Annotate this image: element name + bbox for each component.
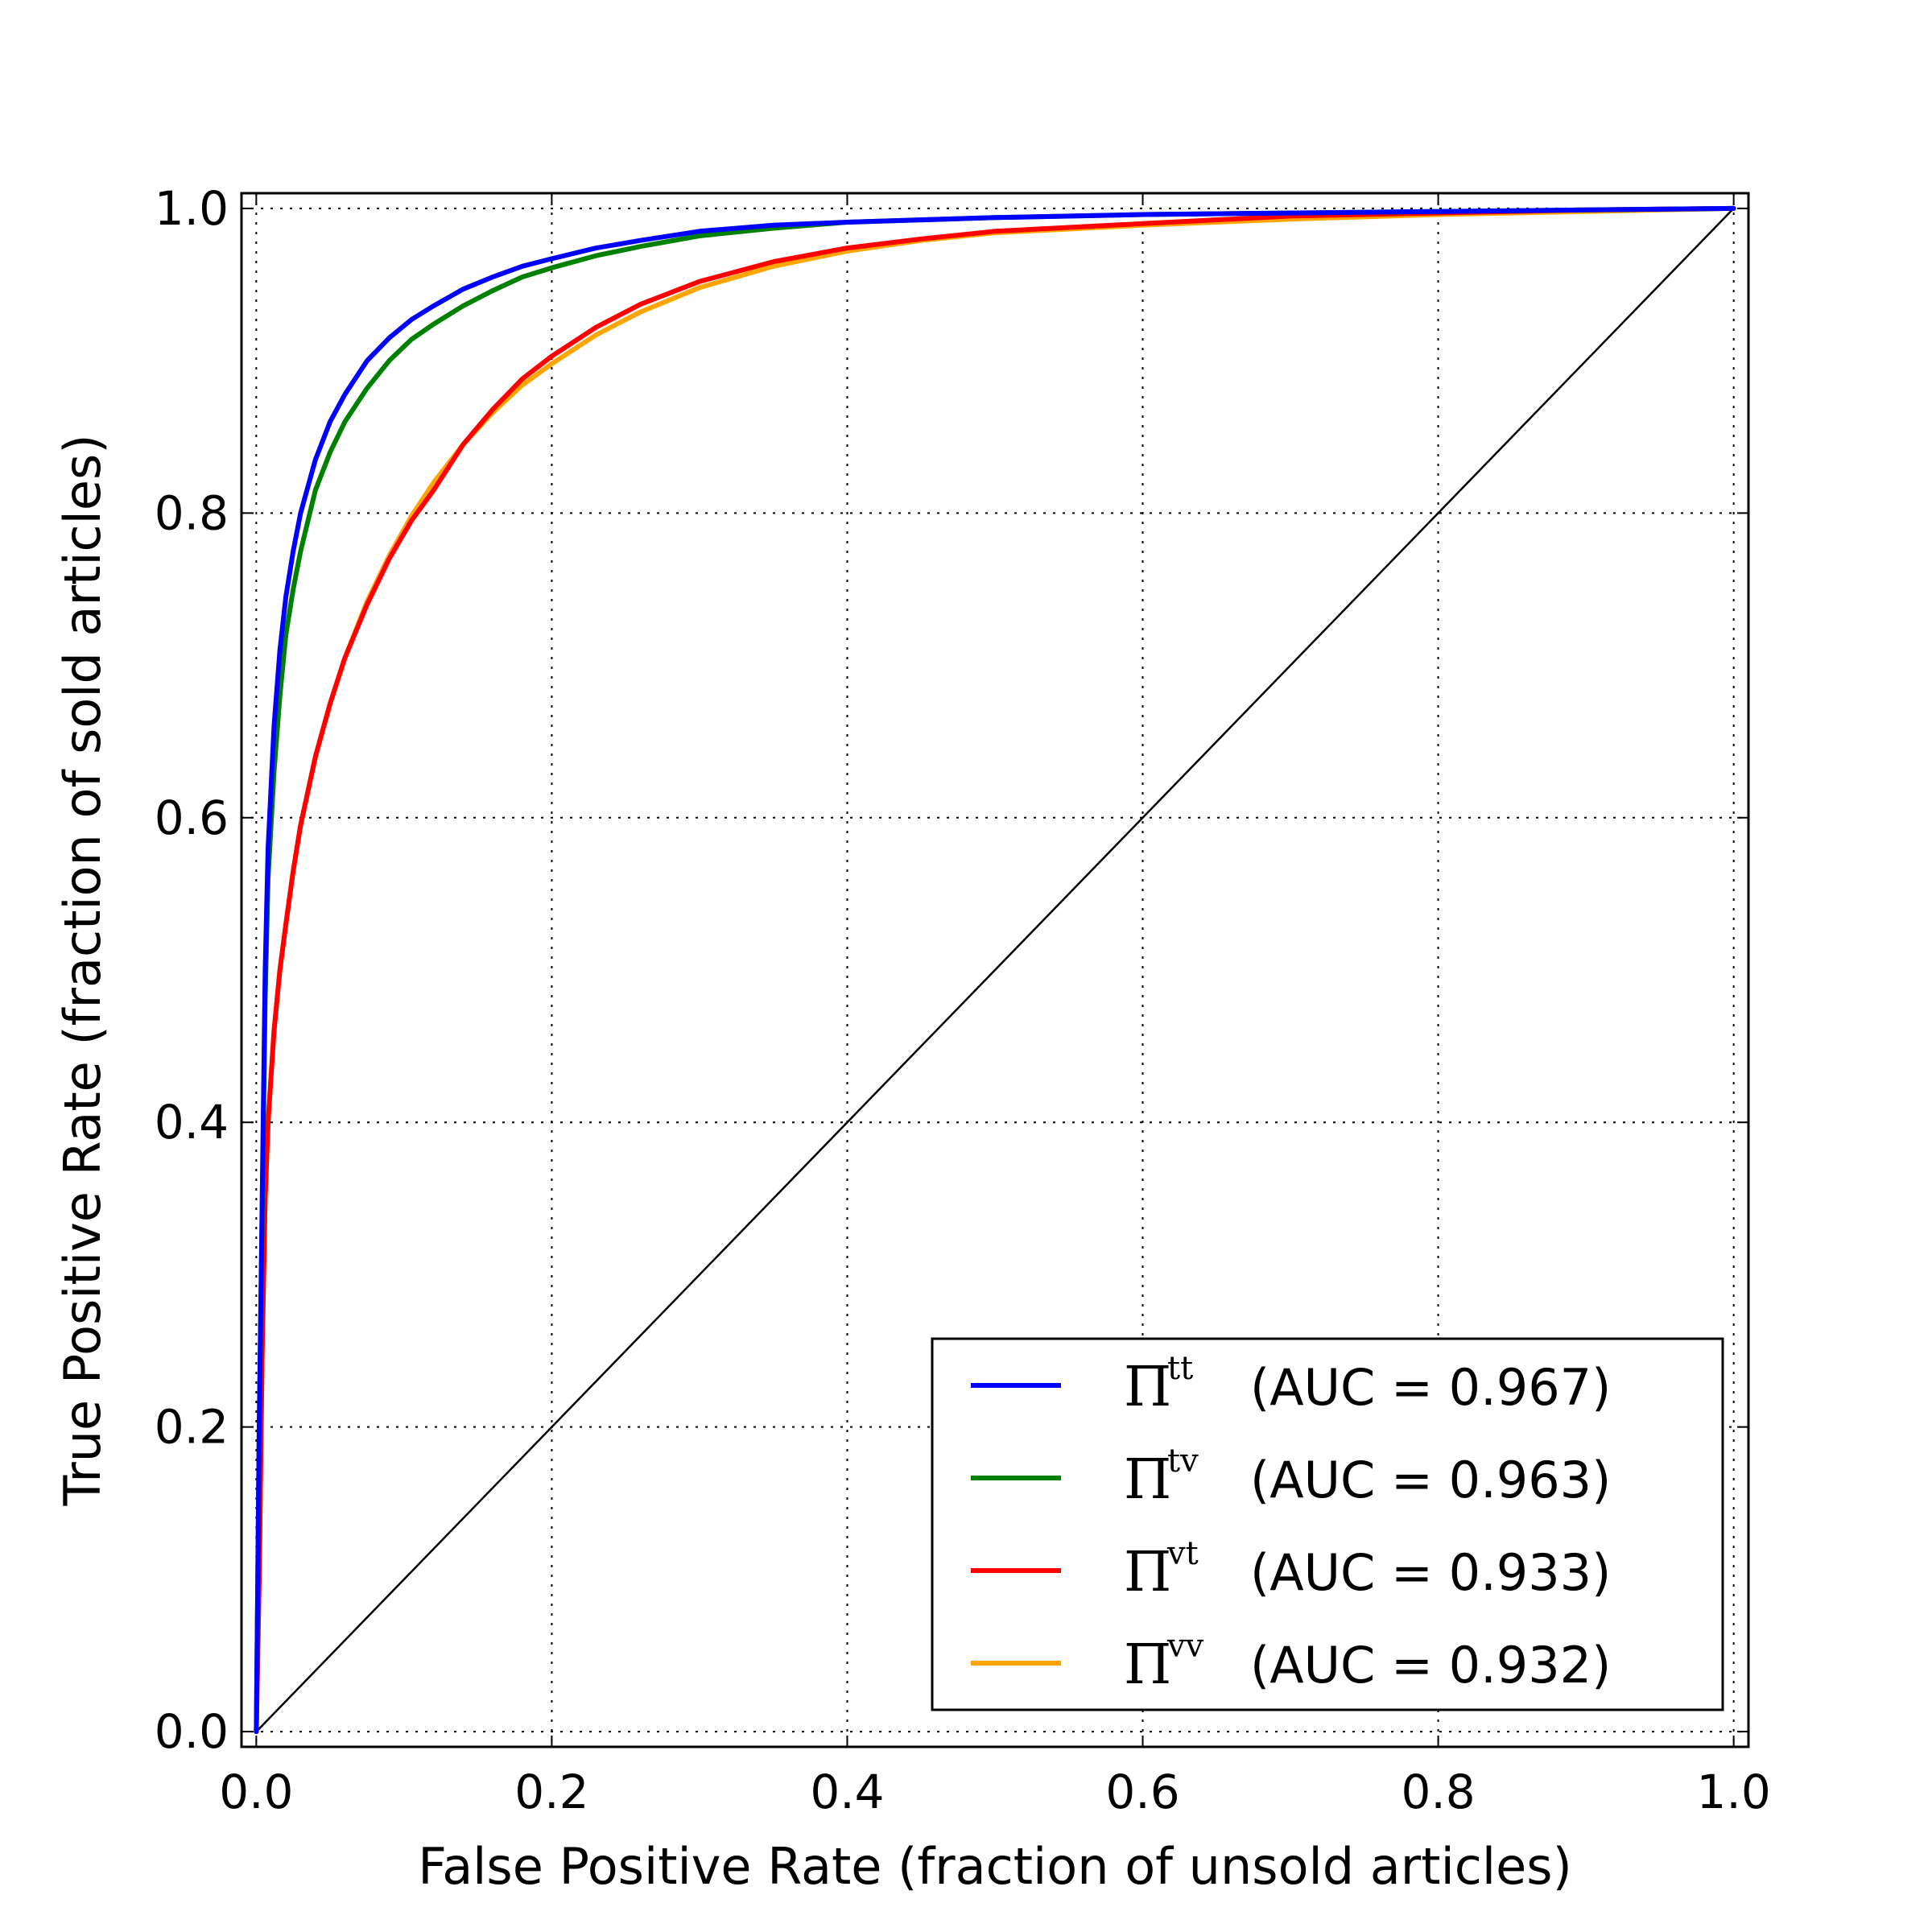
legend-label: (AUC = 0.933) [1250, 1543, 1611, 1602]
y-tick-label: 0.0 [155, 1704, 229, 1759]
y-tick-label: 1.0 [155, 181, 229, 236]
x-tick-label: 0.8 [1401, 1765, 1475, 1819]
plot-frame [240, 192, 1750, 1748]
legend-superscript: vv [1166, 1628, 1204, 1665]
x-tick-label: 0.0 [219, 1765, 293, 1819]
x-axis-label: False Positive Rate (fraction of unsold … [418, 1837, 1572, 1896]
axis-ticks: 0.0 0.2 0.4 0.6 0.8 1.0 0.0 0.2 0.4 0.6 0.8 1.0 [155, 181, 1771, 1819]
y-axis-label: True Positive Rate (fraction of sold art… [53, 434, 112, 1506]
legend-label: (AUC = 0.932) [1250, 1636, 1611, 1695]
legend: Πtt (AUC = 0.967) Πtv (AUC = 0.963) Πvt (AUC … [931, 1337, 1724, 1711]
y-tick-label: 0.4 [155, 1095, 229, 1150]
series-lines [254, 205, 1736, 1735]
legend-symbol: Π [1124, 1448, 1171, 1512]
y-tick-label: 0.6 [155, 791, 229, 845]
series-line-vt [254, 205, 1736, 1735]
legend-symbol: Π [1124, 1541, 1171, 1604]
x-tick-label: 0.6 [1105, 1765, 1179, 1819]
legend-label: (AUC = 0.967) [1250, 1358, 1611, 1417]
x-tick-label: 0.2 [514, 1765, 588, 1819]
chance-diagonal-line [255, 207, 1735, 1733]
series-line-tt [254, 205, 1736, 1735]
legend-symbol: Π [1124, 1356, 1171, 1419]
legend-superscript: tv [1167, 1443, 1199, 1480]
y-tick-label: 0.2 [155, 1400, 229, 1455]
x-tick-label: 1.0 [1697, 1765, 1771, 1819]
x-tick-label: 0.4 [810, 1765, 884, 1819]
legend-symbol: Π [1124, 1633, 1171, 1697]
y-tick-label: 0.8 [155, 485, 229, 540]
legend-superscript: tt [1167, 1350, 1193, 1387]
legend-box [931, 1337, 1724, 1711]
legend-label: (AUC = 0.963) [1250, 1451, 1611, 1509]
legend-superscript: vt [1166, 1535, 1199, 1572]
